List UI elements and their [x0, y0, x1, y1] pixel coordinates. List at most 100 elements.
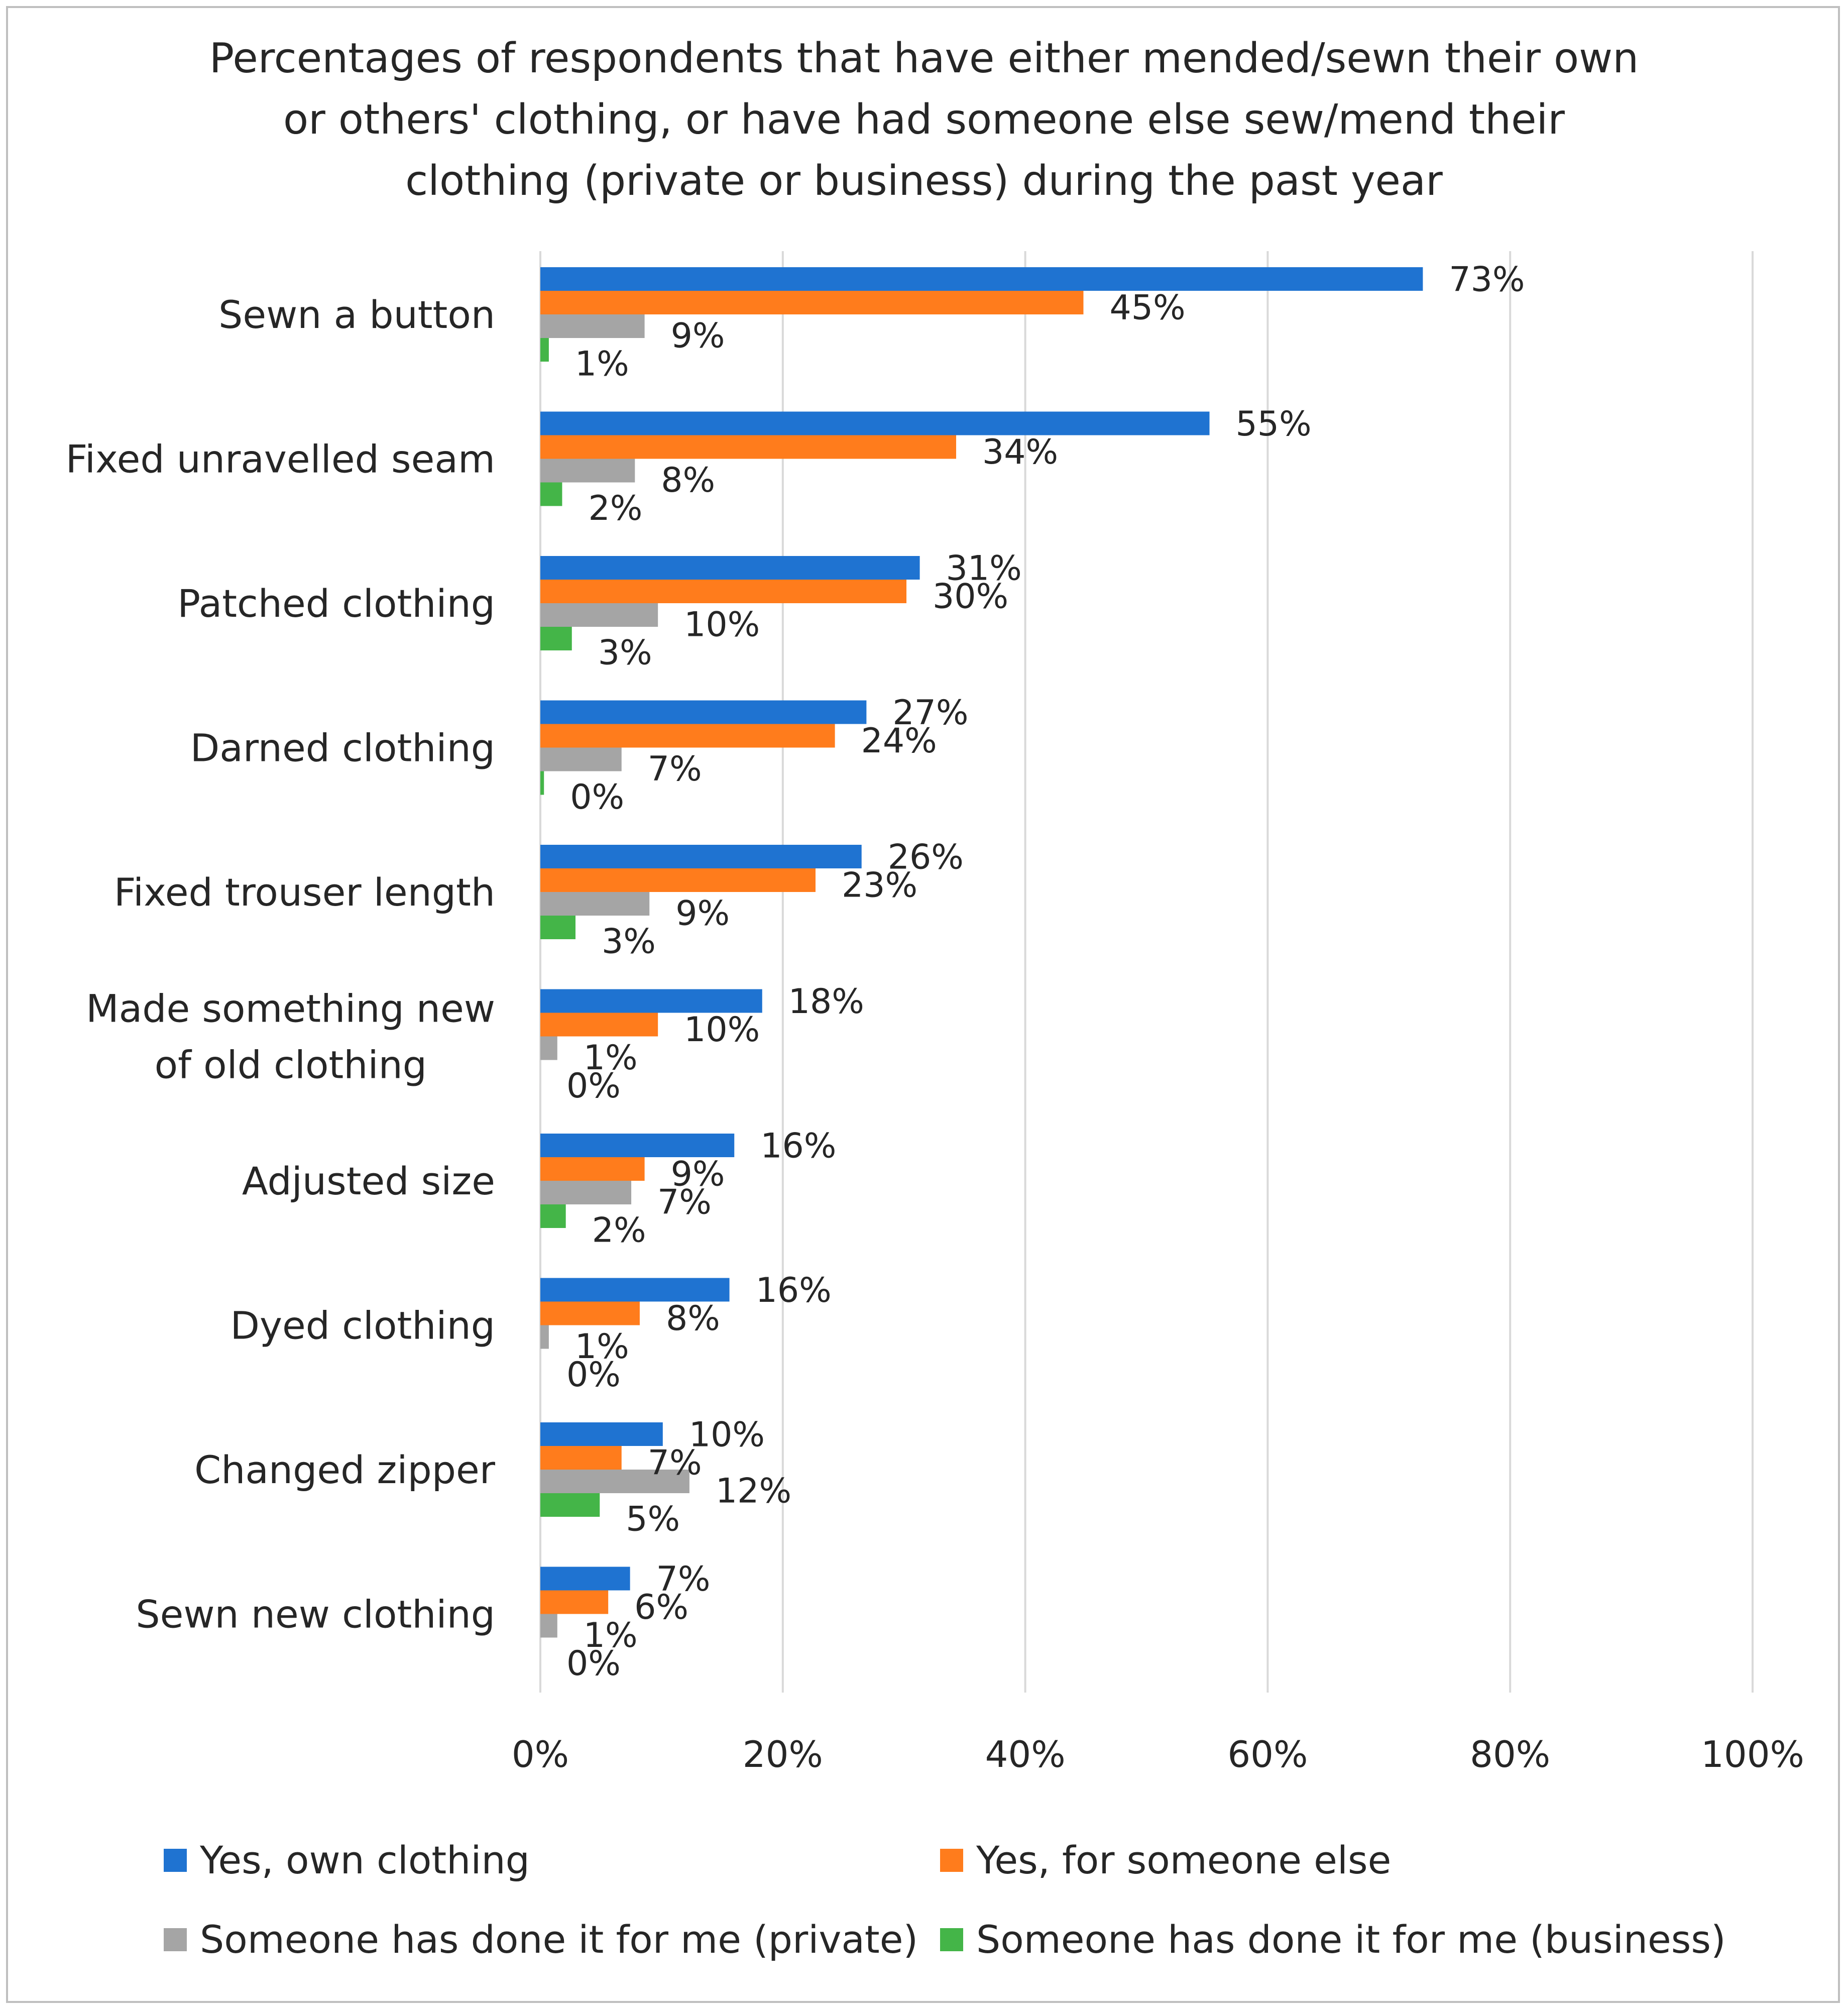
x-tick-label: 60%	[1227, 1733, 1308, 1775]
bar	[540, 916, 576, 939]
data-label: 0%	[570, 777, 624, 817]
bar	[540, 1157, 645, 1181]
data-label: 73%	[1449, 260, 1525, 300]
data-label: 27%	[892, 693, 968, 733]
bar	[540, 1036, 557, 1060]
data-label: 9%	[675, 894, 730, 934]
bar	[540, 1493, 600, 1517]
bar	[540, 1301, 640, 1325]
bar	[540, 1470, 689, 1493]
bar	[540, 1325, 549, 1349]
bar	[540, 459, 635, 483]
bar	[540, 603, 658, 627]
legend[interactable]: Yes, own clothing Yes, for someone else So…	[164, 1838, 1726, 1962]
data-label: 30%	[933, 577, 1008, 617]
bar	[540, 989, 762, 1013]
legend-label: Someone has done it for me (business)	[976, 1917, 1726, 1962]
category-labels: Sewn a button Fixed unravelled seam Patche…	[66, 292, 496, 1637]
bar	[540, 556, 920, 580]
legend-swatch	[164, 1849, 187, 1872]
bar	[540, 435, 957, 459]
bar	[540, 1181, 632, 1204]
bar	[540, 1567, 630, 1591]
bar	[540, 700, 867, 724]
legend-swatch	[940, 1928, 963, 1951]
bar	[540, 580, 907, 603]
chart-title: Percentages of respondents that have eit…	[209, 35, 1639, 205]
legend-label: Someone has done it for me (private)	[200, 1917, 918, 1962]
category-label: Fixed trouser length	[114, 870, 495, 915]
legend-item[interactable]: Yes, for someone else	[940, 1838, 1391, 1882]
chart-title-line: Percentages of respondents that have eit…	[209, 35, 1639, 82]
x-tick-label: 0%	[512, 1733, 569, 1775]
bar	[540, 1134, 735, 1157]
data-label: 7%	[648, 1443, 702, 1483]
legend-swatch	[164, 1928, 187, 1951]
bar	[540, 1278, 730, 1302]
data-labels: 73% 45% 9% 1% 55% 34% 8% 2% 31%30% 10% 3% 27%24% 7% 0…	[566, 260, 1525, 1684]
bar	[540, 1013, 658, 1037]
chart-title-line: clothing (private or business) during th…	[405, 157, 1443, 205]
legend-label: Yes, own clothing	[199, 1838, 530, 1882]
bar	[540, 724, 835, 748]
data-label: 5%	[626, 1500, 680, 1539]
bar	[540, 338, 549, 362]
data-label: 3%	[598, 633, 652, 673]
data-label: 26%	[888, 838, 964, 877]
legend-label: Yes, for someone else	[976, 1838, 1391, 1882]
chart-title-line: or others' clothing, or have had someone…	[283, 96, 1565, 144]
category-label: Dyed clothing	[230, 1303, 495, 1348]
data-label: 0%	[566, 1355, 621, 1395]
data-label: 3%	[602, 922, 656, 962]
data-label: 34%	[982, 432, 1058, 472]
category-label: Sewn a button	[218, 292, 495, 337]
bar	[540, 747, 622, 771]
bar	[540, 411, 1210, 435]
data-label: 1%	[575, 1327, 629, 1367]
data-label: 12%	[716, 1472, 791, 1511]
bar	[540, 1614, 557, 1638]
data-label: 24%	[861, 721, 937, 761]
bar	[540, 482, 562, 506]
data-label: 6%	[634, 1588, 688, 1627]
bar	[540, 291, 1084, 314]
data-label: 1%	[584, 1616, 638, 1655]
bar	[540, 845, 862, 868]
x-tick-label: 20%	[743, 1733, 823, 1775]
bar	[540, 1590, 609, 1614]
x-axis-tick-labels: 0% 20% 40% 60% 80% 100%	[512, 1733, 1804, 1775]
data-label: 55%	[1236, 404, 1312, 444]
category-label: Made something new	[86, 986, 495, 1031]
data-label: 7%	[657, 1183, 712, 1222]
bar	[540, 267, 1423, 291]
category-label: Changed zipper	[194, 1447, 496, 1492]
data-label: 9%	[671, 316, 725, 356]
chart-frame	[6, 6, 1840, 2003]
data-label: 2%	[592, 1211, 646, 1251]
legend-item[interactable]: Yes, own clothing	[164, 1838, 530, 1882]
data-label: 2%	[588, 489, 642, 528]
data-label: 9%	[671, 1155, 725, 1194]
data-label: 45%	[1109, 288, 1185, 328]
bar	[540, 1422, 663, 1446]
bar	[540, 1446, 622, 1470]
data-label: 10%	[689, 1415, 765, 1455]
data-label: 18%	[788, 982, 864, 1022]
data-label: 31%	[946, 549, 1022, 589]
legend-item[interactable]: Someone has done it for me (business)	[940, 1917, 1726, 1962]
bar	[540, 1204, 566, 1228]
data-label: 10%	[684, 1010, 760, 1050]
category-label: Patched clothing	[177, 581, 495, 626]
data-label: 16%	[756, 1271, 832, 1310]
data-label: 8%	[666, 1299, 720, 1338]
legend-item[interactable]: Someone has done it for me (private)	[164, 1917, 918, 1962]
data-label: 10%	[684, 605, 760, 645]
bar	[540, 771, 544, 795]
x-tick-label: 100%	[1701, 1733, 1804, 1775]
data-label: 1%	[575, 345, 629, 384]
category-label: Sewn new clothing	[136, 1592, 495, 1637]
data-label: 8%	[661, 461, 715, 500]
data-label: 7%	[656, 1559, 711, 1599]
category-label: Darned clothing	[190, 726, 495, 770]
